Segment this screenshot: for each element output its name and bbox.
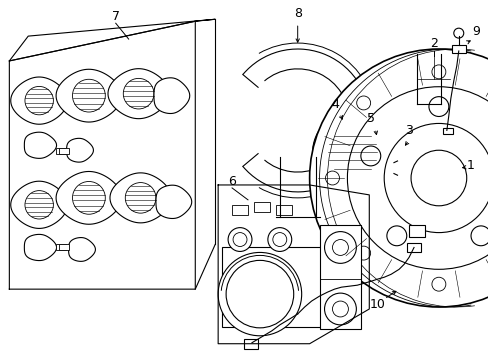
Polygon shape — [56, 171, 122, 224]
Bar — [222, 247, 321, 327]
Polygon shape — [11, 77, 67, 124]
Circle shape — [123, 78, 154, 109]
Circle shape — [385, 169, 416, 201]
Bar — [451, 45, 465, 53]
Circle shape — [394, 151, 406, 163]
Circle shape — [324, 125, 380, 180]
Bar — [232, 205, 247, 215]
Bar — [59, 148, 69, 154]
Circle shape — [378, 202, 390, 213]
Text: 4: 4 — [331, 98, 339, 111]
Bar — [244, 339, 257, 349]
Circle shape — [356, 246, 370, 260]
Text: 7: 7 — [111, 10, 120, 23]
Text: 9: 9 — [472, 24, 480, 38]
Circle shape — [421, 170, 433, 182]
Circle shape — [453, 28, 463, 38]
Polygon shape — [24, 234, 57, 261]
Text: 6: 6 — [228, 175, 236, 189]
Circle shape — [356, 96, 370, 110]
Text: 1: 1 — [466, 159, 474, 172]
Text: 5: 5 — [366, 112, 374, 125]
Circle shape — [332, 301, 347, 317]
Circle shape — [428, 96, 448, 117]
Bar — [390, 197, 398, 203]
Text: 10: 10 — [368, 297, 385, 311]
Circle shape — [267, 228, 291, 251]
Circle shape — [72, 181, 105, 214]
Polygon shape — [108, 69, 169, 119]
Circle shape — [349, 133, 452, 237]
Bar — [59, 244, 69, 251]
Circle shape — [312, 113, 391, 192]
Circle shape — [227, 228, 251, 251]
Bar — [406, 243, 420, 252]
Circle shape — [125, 183, 156, 213]
Bar — [56, 244, 66, 251]
Polygon shape — [110, 173, 171, 223]
Polygon shape — [24, 132, 57, 158]
Circle shape — [411, 202, 423, 213]
Circle shape — [324, 231, 356, 264]
Circle shape — [431, 277, 445, 291]
Bar — [393, 207, 401, 213]
Circle shape — [225, 260, 293, 328]
Polygon shape — [156, 185, 191, 219]
Bar — [319, 225, 361, 329]
Circle shape — [368, 170, 380, 182]
Circle shape — [272, 233, 286, 247]
Bar — [408, 225, 424, 237]
Polygon shape — [68, 238, 95, 261]
Circle shape — [218, 252, 301, 336]
Circle shape — [360, 146, 380, 166]
Circle shape — [431, 65, 445, 79]
Circle shape — [470, 226, 488, 246]
Bar — [56, 148, 66, 154]
Circle shape — [233, 233, 246, 247]
Text: 2: 2 — [429, 37, 437, 50]
Circle shape — [25, 190, 53, 219]
Polygon shape — [66, 138, 93, 162]
Polygon shape — [11, 181, 67, 228]
Polygon shape — [154, 78, 189, 113]
Text: 8: 8 — [293, 7, 301, 20]
Polygon shape — [56, 69, 122, 122]
Circle shape — [332, 239, 347, 255]
Circle shape — [363, 147, 438, 223]
Circle shape — [309, 49, 488, 307]
Bar — [253, 202, 269, 212]
Circle shape — [386, 226, 406, 246]
Circle shape — [324, 293, 356, 325]
Text: 3: 3 — [404, 124, 412, 137]
Bar — [442, 129, 452, 134]
Circle shape — [25, 86, 53, 115]
Circle shape — [72, 79, 105, 112]
Bar — [275, 205, 291, 215]
Circle shape — [325, 171, 339, 185]
